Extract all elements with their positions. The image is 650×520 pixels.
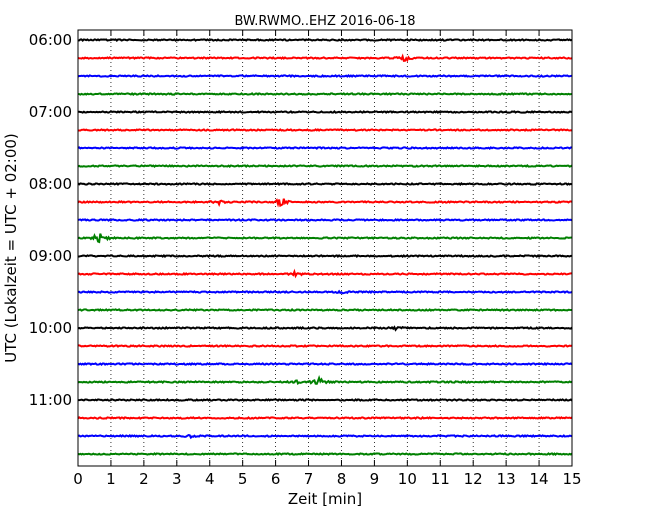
- x-axis-label: Zeit [min]: [288, 490, 362, 508]
- y-tick-label: 11:00: [29, 391, 72, 409]
- trace-line: [77, 182, 573, 186]
- trace-line: [77, 268, 573, 279]
- trace-line: [77, 92, 573, 96]
- trace-line: [77, 289, 573, 295]
- trace-line: [77, 218, 573, 222]
- trace-line: [77, 344, 573, 348]
- plot-frame: [77, 29, 573, 467]
- trace-line: [77, 398, 573, 402]
- y-tick-label: 07:00: [29, 103, 72, 121]
- x-axis: 0 1 2 3 4 5 6 7 8 9 10 11 12 13 14 15: [73, 30, 582, 488]
- y-axis: 06:00 07:00 08:00 09:00 10:00 11:00: [29, 31, 572, 409]
- x-tick-label: 0: [73, 470, 83, 488]
- trace-line: [77, 38, 573, 43]
- x-tick-label: 14: [530, 470, 549, 488]
- x-tick-label: 9: [370, 470, 380, 488]
- x-tick-label: 8: [337, 470, 347, 488]
- trace-line: [77, 416, 573, 420]
- x-grid: [110, 30, 540, 466]
- y-axis-label: UTC (Lokalzeit = UTC + 02:00): [2, 133, 20, 363]
- trace-line: [77, 325, 573, 332]
- trace-line: [77, 163, 573, 168]
- x-tick-label: 6: [271, 470, 281, 488]
- x-tick-label: 2: [139, 470, 149, 488]
- x-tick-label: 7: [304, 470, 314, 488]
- y-tick-label: 10:00: [29, 319, 72, 337]
- y-tick-label: 06:00: [29, 31, 72, 49]
- trace-line: [77, 198, 573, 208]
- x-tick-label: 15: [562, 470, 581, 488]
- x-tick-label: 5: [238, 470, 248, 488]
- x-tick-label: 13: [497, 470, 516, 488]
- x-tick-label: 4: [205, 470, 215, 488]
- trace-line: [77, 375, 573, 386]
- x-tick-label: 1: [106, 470, 116, 488]
- x-tick-label: 3: [172, 470, 182, 488]
- x-tick-label: 12: [464, 470, 483, 488]
- trace-line: [77, 434, 573, 440]
- trace-line: [77, 128, 573, 132]
- trace-line: [77, 307, 573, 312]
- trace-line: [77, 232, 573, 244]
- x-tick-label: 11: [431, 470, 450, 488]
- trace-line: [77, 361, 573, 366]
- trace-line: [77, 74, 573, 79]
- trace-line: [77, 146, 573, 150]
- trace-line: [77, 253, 573, 259]
- chart-title: BW.RWMO..EHZ 2016-06-18: [234, 14, 415, 29]
- traces: [77, 38, 573, 456]
- trace-line: [77, 452, 573, 456]
- y-tick-label: 09:00: [29, 247, 72, 265]
- y-tick-label: 08:00: [29, 175, 72, 193]
- trace-line: [77, 109, 573, 114]
- x-tick-label: 10: [398, 470, 417, 488]
- trace-line: [77, 53, 573, 63]
